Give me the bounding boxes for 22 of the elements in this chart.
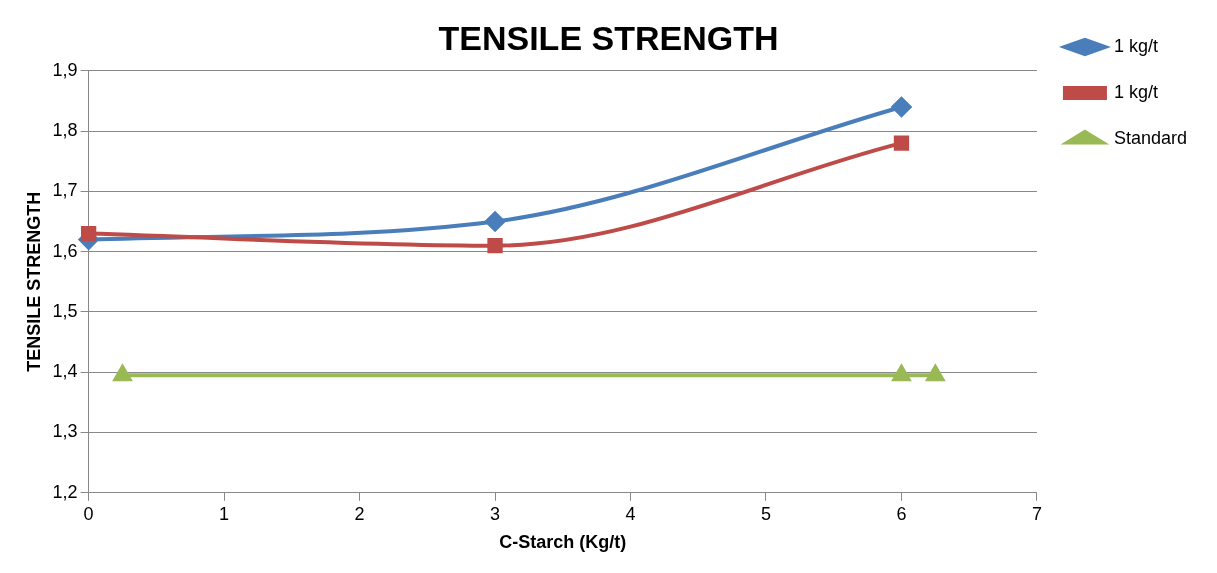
y-tick-label: 1,5 — [52, 300, 78, 321]
legend-label: 1 kg/t — [1113, 81, 1158, 102]
y-tick-label: 1,7 — [52, 180, 78, 201]
chart-title: TENSILE STRENGTH — [438, 18, 779, 57]
x-tick-label: 4 — [625, 503, 636, 524]
y-axis-title: TENSILE STRENGTH — [23, 191, 44, 372]
x-axis-title: C-Starch (Kg/t) — [499, 532, 627, 553]
y-tick-label: 1,6 — [52, 240, 78, 261]
y-tick-label: 1,8 — [52, 120, 78, 141]
y-tick-label: 1,2 — [52, 481, 78, 502]
y-tick-label: 1,3 — [52, 421, 78, 442]
x-tick-label: 3 — [490, 503, 501, 524]
x-tick-label: 0 — [83, 503, 94, 524]
x-tick-label: 1 — [219, 503, 230, 524]
legend-label: 1 kg/t — [1113, 35, 1158, 56]
y-tick-label: 1,9 — [52, 59, 78, 80]
x-tick-label: 5 — [760, 503, 771, 524]
x-tick-label: 7 — [1031, 503, 1042, 524]
legend-label: Standard — [1113, 127, 1188, 148]
x-tick-label: 6 — [896, 503, 907, 524]
x-tick-label: 2 — [354, 503, 365, 524]
y-tick-label: 1,4 — [52, 361, 78, 382]
